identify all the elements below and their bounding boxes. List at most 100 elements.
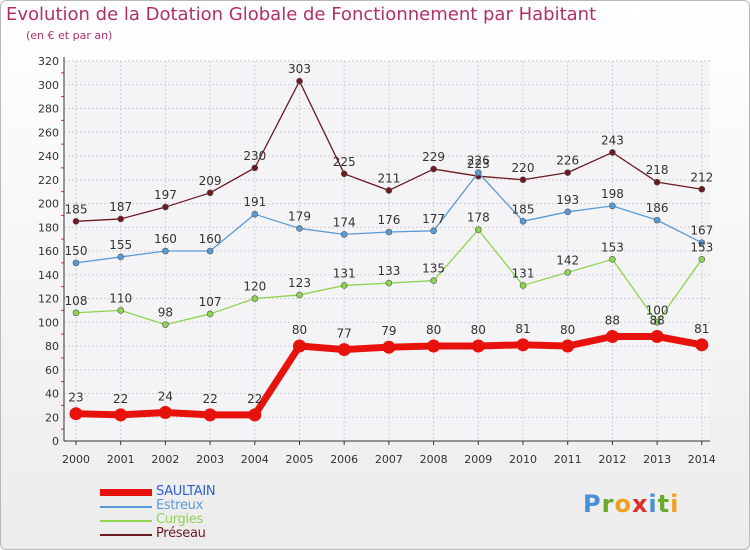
data-point-saultain: [114, 408, 128, 422]
data-point-curgies: [206, 310, 214, 318]
data-point-estreux: [609, 202, 616, 210]
x-tick-label: 2013: [643, 453, 671, 466]
data-point-preseau: [653, 178, 661, 186]
data-label-curgies: 133: [377, 264, 400, 278]
data-point-curgies: [609, 256, 616, 263]
data-label-saultain: 81: [515, 322, 530, 336]
data-point-preseau: [72, 218, 80, 225]
y-tick-label: 120: [38, 293, 59, 306]
data-label-preseau: 229: [422, 150, 445, 164]
legend-label: Curgies: [156, 512, 203, 527]
data-point-estreux: [474, 169, 482, 176]
data-point-preseau: [698, 185, 706, 193]
y-tick-label: 320: [38, 55, 59, 68]
data-label-estreux: 186: [646, 201, 669, 215]
data-label-curgies: 120: [243, 280, 266, 294]
data-point-curgies: [653, 318, 661, 326]
data-point-estreux: [296, 225, 303, 232]
y-tick-label: 20: [45, 411, 59, 424]
data-label-saultain: 80: [471, 323, 486, 337]
data-point-saultain: [471, 339, 485, 353]
data-point-saultain: [293, 339, 306, 353]
y-tick-label: 60: [45, 364, 59, 377]
x-tick-label: 2008: [420, 453, 448, 466]
data-label-saultain: 80: [292, 323, 307, 337]
data-point-curgies: [430, 277, 437, 284]
data-point-preseau: [519, 176, 527, 184]
x-tick-label: 2012: [598, 453, 626, 466]
data-point-saultain: [650, 330, 664, 343]
data-label-saultain: 77: [337, 327, 352, 341]
y-tick-label: 240: [38, 150, 59, 163]
data-label-saultain: 24: [158, 390, 173, 404]
data-point-saultain: [561, 339, 575, 353]
data-point-estreux: [519, 218, 527, 225]
legend-label: Préseau: [156, 526, 206, 541]
data-point-estreux: [206, 247, 214, 255]
y-tick-label: 40: [45, 388, 59, 401]
y-tick-label: 180: [38, 221, 59, 234]
data-point-preseau: [609, 149, 616, 156]
data-label-curgies: 135: [422, 262, 445, 276]
y-tick-label: 220: [38, 174, 59, 187]
data-label-curgies: 131: [512, 266, 535, 280]
logo-letter: P: [583, 490, 602, 518]
data-label-estreux: 226: [467, 154, 490, 168]
data-label-curgies: 100: [646, 303, 669, 317]
data-label-saultain: 22: [113, 392, 128, 406]
y-tick-label: 200: [38, 198, 59, 211]
data-point-saultain: [695, 338, 709, 352]
logo-letter: i: [670, 490, 680, 518]
x-tick-label: 2009: [464, 453, 492, 466]
data-point-estreux: [564, 208, 572, 216]
data-label-curgies: 98: [158, 306, 173, 320]
data-label-estreux: 177: [422, 212, 445, 226]
data-point-saultain: [516, 338, 530, 352]
y-tick-label: 0: [52, 435, 59, 448]
data-point-preseau: [206, 189, 214, 197]
data-point-curgies: [72, 309, 80, 317]
logo-letter: i: [648, 490, 658, 518]
data-label-preseau: 226: [556, 154, 579, 168]
chart-title: Evolution de la Dotation Globale de Fonc…: [6, 4, 597, 25]
data-point-estreux: [653, 216, 661, 224]
data-point-estreux: [385, 228, 393, 236]
data-point-preseau: [430, 165, 437, 173]
y-tick-label: 100: [38, 316, 59, 329]
data-point-curgies: [117, 307, 124, 314]
data-point-saultain: [427, 339, 441, 353]
data-point-curgies: [251, 295, 259, 302]
data-point-preseau: [564, 169, 572, 176]
data-point-estreux: [430, 227, 437, 235]
legend-label: Estreux: [156, 498, 203, 513]
data-point-saultain: [158, 406, 172, 419]
data-point-curgies: [162, 321, 169, 328]
logo-letter: r: [601, 490, 615, 518]
data-point-saultain: [337, 343, 351, 357]
data-point-preseau: [385, 187, 393, 194]
data-label-curgies: 153: [601, 240, 624, 254]
logo-letter: o: [614, 490, 632, 518]
data-point-curgies: [385, 279, 393, 287]
legend-swatch: [100, 534, 152, 536]
data-point-estreux: [117, 253, 124, 261]
x-tick-label: 2006: [330, 453, 358, 466]
data-label-preseau: 220: [512, 161, 535, 175]
data-label-preseau: 187: [109, 200, 132, 214]
logo-letter: t: [657, 490, 671, 518]
legend-swatch: [100, 489, 152, 496]
data-label-estreux: 155: [109, 238, 132, 252]
y-tick-label: 260: [38, 126, 59, 139]
data-label-saultain: 23: [68, 391, 83, 405]
data-label-estreux: 179: [288, 209, 311, 223]
data-label-saultain: 88: [649, 314, 664, 328]
data-label-estreux: 174: [333, 215, 356, 229]
data-label-preseau: 209: [199, 174, 222, 188]
data-label-saultain: 81: [694, 322, 709, 336]
data-point-preseau: [162, 203, 169, 211]
data-point-saultain: [203, 408, 217, 422]
chart-subtitle: (en € et par an): [26, 29, 113, 42]
data-label-preseau: 218: [646, 163, 669, 177]
x-tick-label: 2002: [151, 453, 179, 466]
